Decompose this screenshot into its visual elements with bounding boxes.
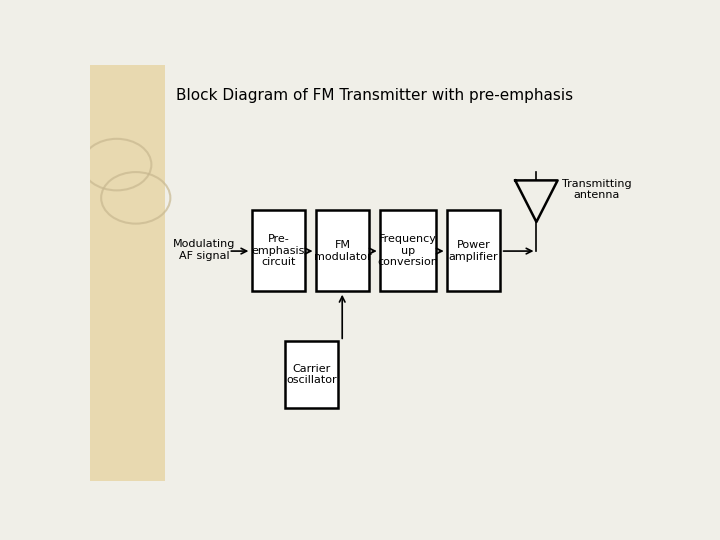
Text: Carrier
oscillator: Carrier oscillator <box>287 364 337 386</box>
Text: Power
amplifier: Power amplifier <box>449 240 498 262</box>
Text: Pre-
emphasis
circuit: Pre- emphasis circuit <box>251 234 305 267</box>
Text: Transmitting
antenna: Transmitting antenna <box>562 179 631 200</box>
Bar <box>285 341 338 408</box>
Bar <box>380 210 436 292</box>
Text: Block Diagram of FM Transmitter with pre-emphasis: Block Diagram of FM Transmitter with pre… <box>176 87 574 103</box>
Bar <box>447 210 500 292</box>
Text: Frequency
up
conversion: Frequency up conversion <box>377 234 438 267</box>
Bar <box>252 210 305 292</box>
Text: Modulating
AF signal: Modulating AF signal <box>174 239 235 261</box>
Text: FM
modulator: FM modulator <box>314 240 372 262</box>
Bar <box>90 65 166 481</box>
Bar <box>316 210 369 292</box>
